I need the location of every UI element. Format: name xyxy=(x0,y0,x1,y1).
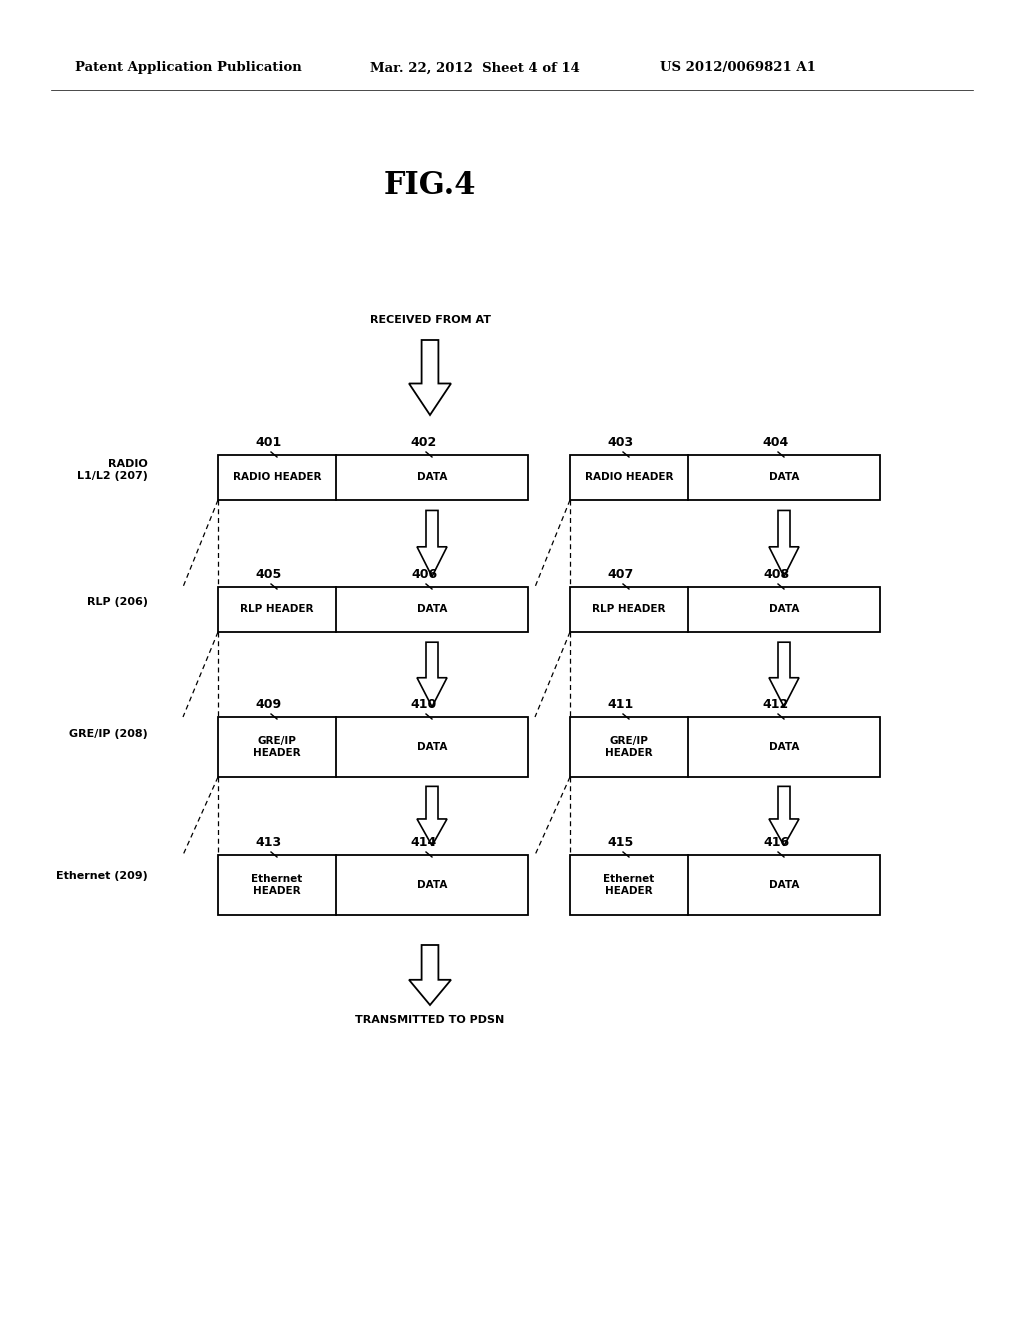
Bar xyxy=(570,455,880,500)
Text: 406: 406 xyxy=(411,568,437,581)
Text: 416: 416 xyxy=(763,836,790,849)
Text: 414: 414 xyxy=(411,836,437,849)
Text: 408: 408 xyxy=(763,568,790,581)
Polygon shape xyxy=(417,511,447,577)
Bar xyxy=(570,587,880,632)
Bar xyxy=(570,717,880,777)
Polygon shape xyxy=(409,341,451,414)
Text: 410: 410 xyxy=(411,698,437,711)
Text: 409: 409 xyxy=(256,698,282,711)
Text: Ethernet
HEADER: Ethernet HEADER xyxy=(603,874,654,896)
Text: RADIO HEADER: RADIO HEADER xyxy=(585,473,673,483)
Text: FIG.4: FIG.4 xyxy=(384,169,476,201)
Text: 404: 404 xyxy=(763,436,790,449)
Text: DATA: DATA xyxy=(769,880,799,890)
Text: TRANSMITTED TO PDSN: TRANSMITTED TO PDSN xyxy=(355,1015,505,1026)
Text: DATA: DATA xyxy=(417,473,447,483)
Text: Patent Application Publication: Patent Application Publication xyxy=(75,62,302,74)
Text: 407: 407 xyxy=(608,568,634,581)
Text: 413: 413 xyxy=(256,836,282,849)
Text: RECEIVED FROM AT: RECEIVED FROM AT xyxy=(370,315,490,325)
Text: 401: 401 xyxy=(256,436,283,449)
Text: DATA: DATA xyxy=(417,605,447,615)
Text: DATA: DATA xyxy=(417,742,447,752)
Text: GRE/IP
HEADER: GRE/IP HEADER xyxy=(253,737,301,758)
Text: Ethernet (209): Ethernet (209) xyxy=(56,871,148,880)
Text: DATA: DATA xyxy=(769,742,799,752)
Text: RLP HEADER: RLP HEADER xyxy=(241,605,313,615)
Polygon shape xyxy=(417,643,447,706)
Text: GRE/IP
HEADER: GRE/IP HEADER xyxy=(605,737,653,758)
Text: 403: 403 xyxy=(608,436,634,449)
Text: RADIO
L1/L2 (207): RADIO L1/L2 (207) xyxy=(77,459,148,480)
Text: 402: 402 xyxy=(411,436,437,449)
Text: DATA: DATA xyxy=(769,473,799,483)
Text: RLP HEADER: RLP HEADER xyxy=(592,605,666,615)
Polygon shape xyxy=(769,787,799,846)
Text: Ethernet
HEADER: Ethernet HEADER xyxy=(251,874,303,896)
Text: RADIO HEADER: RADIO HEADER xyxy=(232,473,322,483)
Bar xyxy=(218,855,528,915)
Text: 411: 411 xyxy=(608,698,634,711)
Text: RLP (206): RLP (206) xyxy=(87,597,148,607)
Text: 415: 415 xyxy=(608,836,634,849)
Bar xyxy=(218,717,528,777)
Polygon shape xyxy=(769,643,799,706)
Polygon shape xyxy=(409,945,451,1005)
Polygon shape xyxy=(769,511,799,577)
Bar xyxy=(218,455,528,500)
Text: DATA: DATA xyxy=(769,605,799,615)
Text: 405: 405 xyxy=(256,568,283,581)
Bar xyxy=(570,855,880,915)
Text: GRE/IP (208): GRE/IP (208) xyxy=(70,729,148,739)
Text: Mar. 22, 2012  Sheet 4 of 14: Mar. 22, 2012 Sheet 4 of 14 xyxy=(370,62,580,74)
Text: US 2012/0069821 A1: US 2012/0069821 A1 xyxy=(660,62,816,74)
Bar xyxy=(218,587,528,632)
Text: 412: 412 xyxy=(763,698,790,711)
Text: DATA: DATA xyxy=(417,880,447,890)
Polygon shape xyxy=(417,787,447,846)
